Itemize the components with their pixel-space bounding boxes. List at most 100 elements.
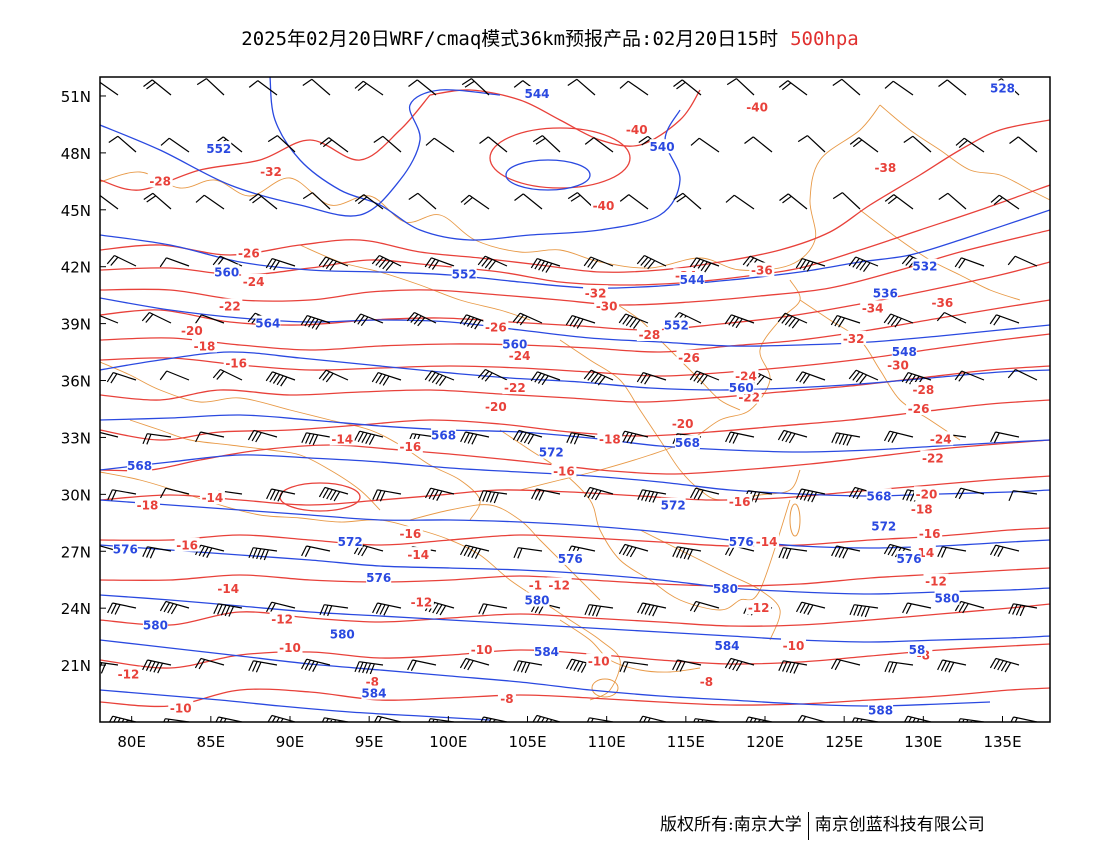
temperature-label: -16	[729, 495, 751, 509]
height-label: 536	[873, 286, 898, 300]
island-outline	[591, 678, 619, 698]
label-backdrop	[502, 336, 528, 351]
wind-barb	[407, 433, 437, 446]
label-backdrop	[405, 547, 431, 562]
label-backdrop	[329, 431, 355, 446]
wind-barb	[778, 80, 808, 96]
label-backdrop	[192, 338, 217, 353]
wind-barb	[100, 431, 119, 438]
label-backdrop	[728, 533, 754, 548]
wind-barb	[100, 661, 119, 674]
lon-label: 135E	[983, 733, 1021, 751]
wind-barb	[100, 315, 119, 324]
footer-divider	[807, 811, 809, 840]
wind-barb	[160, 137, 190, 153]
label-backdrop	[663, 317, 689, 332]
wind-barb	[636, 254, 667, 270]
wind-barb	[459, 544, 490, 559]
height-label: 572	[871, 520, 896, 534]
wind-barb	[479, 136, 508, 153]
wind-barb	[671, 311, 702, 325]
wind-barb	[795, 371, 826, 384]
wind-barb	[143, 79, 172, 96]
height-label: 584	[534, 645, 559, 659]
label-backdrop	[502, 380, 528, 395]
lat-label: 45N	[61, 202, 91, 220]
wind-barb	[478, 603, 508, 615]
height-label: 576	[366, 571, 391, 585]
wind-barb	[672, 659, 702, 672]
height-contour	[505, 159, 591, 191]
wind-barb	[108, 135, 137, 153]
wind-barb	[530, 258, 561, 273]
wind-barb	[159, 600, 190, 615]
lon-label: 80E	[117, 733, 146, 751]
temperature-contour	[100, 603, 1050, 627]
wind-barb	[425, 137, 455, 153]
wind-barb	[195, 431, 225, 443]
height-label: 580	[713, 582, 738, 596]
wind-barb	[902, 602, 932, 614]
wind-barb	[373, 135, 402, 153]
wind-barb	[1007, 368, 1038, 381]
height-contour	[100, 544, 1050, 595]
wind-barb	[301, 432, 331, 446]
wind-barb	[689, 257, 720, 273]
wind-barb	[938, 192, 967, 210]
label-backdrop	[649, 139, 675, 154]
wind-barb	[777, 429, 808, 444]
wind-barb	[989, 657, 1020, 673]
wind-barb	[372, 602, 402, 616]
wind-barb	[567, 192, 596, 210]
border-line	[129, 419, 381, 511]
wind-barb	[958, 718, 985, 722]
wind-barb	[265, 258, 296, 271]
label-backdrop	[116, 666, 141, 681]
wind-barb	[937, 659, 967, 673]
wind-barb	[248, 660, 278, 673]
wind-barb	[480, 716, 508, 722]
height-contour	[100, 351, 1050, 391]
wind-barb	[424, 487, 455, 501]
wind-barb	[884, 194, 914, 210]
lon-label: 105E	[508, 733, 546, 751]
wind-barb	[300, 658, 331, 672]
temperature-contour	[100, 399, 1050, 441]
border-line	[299, 244, 531, 321]
wind-barb	[459, 314, 490, 330]
wind-barb	[195, 194, 225, 210]
wind-barb	[424, 370, 455, 386]
copyright-footer: 版权所有:南京大学 南京创蓝科技有限公司	[660, 810, 985, 840]
temperature-label: -40	[746, 100, 768, 114]
wind-barb	[797, 135, 826, 153]
label-backdrop	[908, 641, 926, 656]
wind-barb	[937, 546, 967, 558]
height-contour	[100, 297, 1050, 347]
lon-label: 115E	[667, 733, 705, 751]
temperature-label: -16	[399, 527, 421, 541]
temperature-label: -20	[672, 417, 694, 431]
wind-barb	[637, 489, 667, 503]
label-backdrop	[397, 438, 423, 453]
wind-barb	[954, 257, 985, 269]
wind-barb	[106, 372, 137, 384]
wind-barb	[936, 311, 967, 324]
wind-barb	[196, 78, 225, 96]
lat-label: 48N	[61, 145, 91, 163]
label-backdrop	[497, 691, 516, 706]
height-contour	[100, 639, 991, 707]
wind-barb	[725, 194, 755, 210]
wind-barb	[478, 490, 508, 504]
label-backdrop	[909, 501, 935, 516]
wind-barb	[159, 370, 190, 381]
border-line	[559, 619, 701, 673]
temperature-label: -14	[217, 582, 239, 596]
temperature-label: -18	[599, 432, 621, 446]
temperature-contour	[489, 127, 631, 189]
wind-barb	[849, 604, 879, 618]
height-label: 568	[127, 459, 152, 473]
wind-barb	[267, 135, 296, 153]
wind-barb	[724, 314, 755, 329]
height-labels: 544 528 552 540 560 552 544 532 536 564 552 560 548 5…	[113, 80, 1015, 718]
